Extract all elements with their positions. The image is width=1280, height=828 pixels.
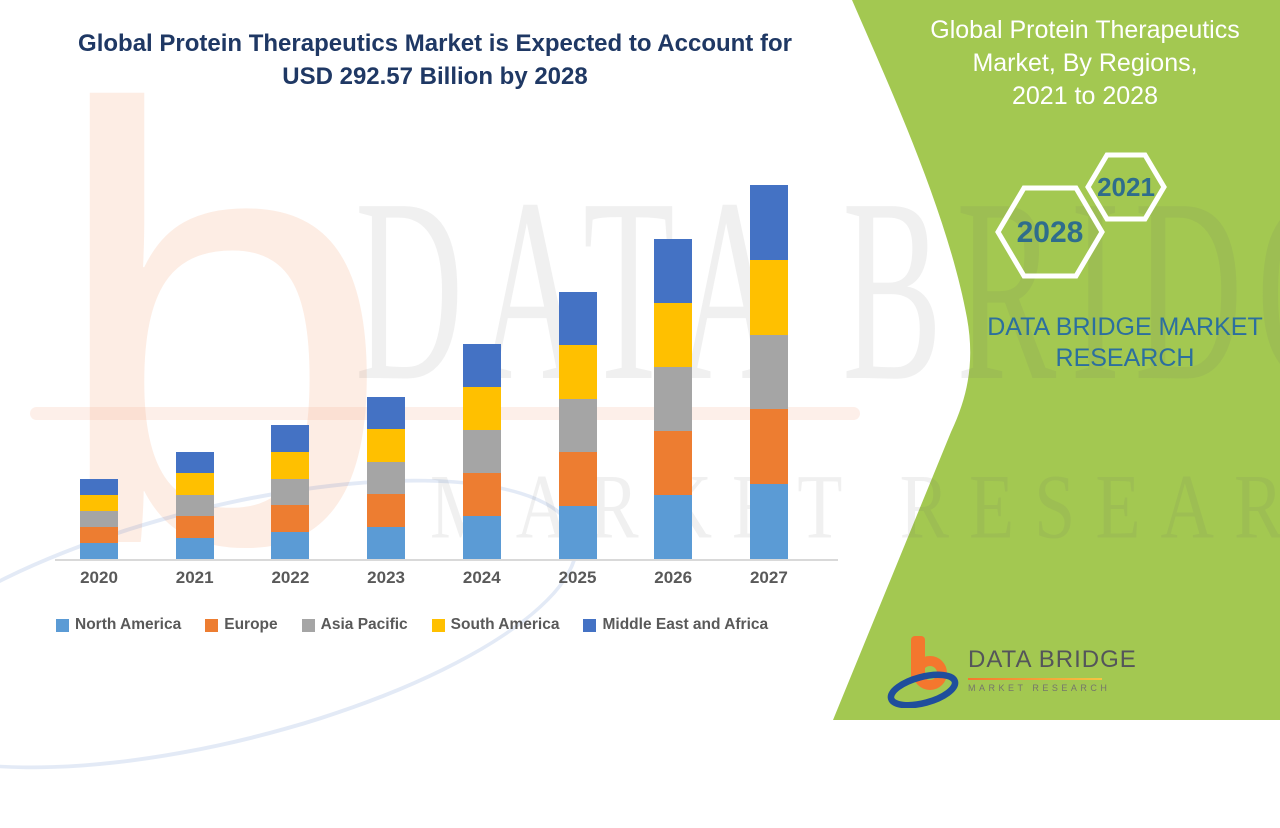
x-axis-labels: 2020 2021 2022 2023 2024 2025 2026 2027 [0, 568, 870, 598]
bar-2020 [80, 479, 118, 559]
bar-2023 [367, 397, 406, 559]
sidebar-title-line1: Global Protein Therapeutics [930, 16, 1240, 44]
legend-item-asia-pacific: Asia Pacific [301, 616, 408, 634]
sidebar-title-line2: Market, By Regions, [972, 49, 1198, 77]
bar-segment [749, 259, 788, 335]
bar-segment [80, 527, 118, 543]
bar-2026 [654, 239, 693, 559]
bar-segment [558, 345, 597, 399]
sidebar-title-line3: 2021 to 2028 [1012, 82, 1158, 110]
bar-segment [80, 543, 118, 559]
hexagon-2028 [995, 185, 1105, 279]
footer-logo-sub: MARKET RESEARCH [968, 682, 1111, 693]
bar-segment [462, 430, 501, 473]
x-axis-label: 2020 [80, 568, 118, 587]
bar-segment [80, 479, 118, 495]
legend-item-north-america: North America [56, 616, 181, 634]
x-axis-label: 2025 [558, 568, 597, 587]
bar-segment [654, 239, 693, 303]
legend: North America Europe Asia Pacific South … [56, 616, 768, 634]
data-bridge-logo-icon [887, 636, 959, 708]
bar-segment [558, 452, 597, 506]
bar-2027 [749, 185, 788, 559]
legend-item-europe: Europe [205, 616, 278, 634]
legend-label: Europe [224, 616, 278, 633]
bar-segment [175, 452, 214, 474]
x-axis-label: 2021 [175, 568, 214, 587]
sidebar-brand-line1: DATA BRIDGE MARKET [987, 313, 1263, 341]
bar-segment [749, 409, 788, 485]
plot-area [80, 185, 788, 559]
bar-2025 [558, 292, 597, 559]
year-hexagons: 2028 2021 [995, 152, 1167, 279]
bar-segment [175, 516, 214, 538]
x-axis-label: 2024 [462, 568, 501, 587]
sidebar-title: Global Protein Therapeutics Market, By R… [890, 14, 1280, 113]
footer-logo-rule [968, 677, 1102, 680]
bar-segment [367, 429, 406, 462]
bar-segment [175, 494, 214, 517]
legend-swatch-europe [205, 618, 219, 632]
bar-segment [749, 484, 788, 559]
sidebar-brand-text: DATA BRIDGE MARKET RESEARCH [930, 312, 1280, 374]
bar-2021 [175, 452, 214, 559]
bar-segment [175, 473, 214, 495]
green-panel [833, 0, 1280, 720]
x-axis-label: 2022 [271, 568, 310, 587]
green-panel-shape [833, 0, 1280, 720]
legend-item-south-america: South America [431, 616, 560, 634]
bar-2024 [462, 344, 501, 559]
bar-segment [462, 516, 501, 559]
hexagon-2021 [1085, 152, 1167, 222]
bar-segment [271, 505, 310, 533]
chart-title-line1: Global Protein Therapeutics Market is Ex… [78, 30, 792, 57]
bar-segment [367, 526, 406, 559]
legend-swatch-asia-pacific [301, 618, 315, 632]
bar-segment [367, 494, 406, 527]
bar-segment [654, 431, 693, 495]
hexagon-2028-label: 2028 [1017, 216, 1084, 249]
legend-label: South America [450, 616, 560, 633]
bar-segment [271, 478, 310, 506]
bar-segment [558, 292, 597, 346]
bar-segment [271, 451, 310, 479]
bar-segment [558, 505, 597, 559]
legend-label: North America [75, 616, 182, 633]
legend-swatch-north-america [56, 618, 69, 632]
bar-segment [558, 398, 597, 453]
footer-logo: DATA BRIDGE MARKET RESEARCH [885, 630, 1137, 708]
bar-segment [462, 473, 501, 516]
legend-label: Asia Pacific [320, 616, 408, 633]
bar-2022 [271, 425, 310, 559]
bar-segment [749, 185, 788, 260]
chart-title: Global Protein Therapeutics Market is Ex… [15, 27, 855, 93]
bar-segment [80, 495, 118, 511]
bar-segment [271, 425, 310, 452]
bar-segment [654, 495, 693, 559]
bar-segment [367, 461, 406, 495]
bar-segment [749, 334, 788, 410]
bar-segment [462, 344, 501, 387]
legend-label: Middle East and Africa [602, 616, 769, 633]
bar-segment [367, 397, 406, 430]
bar-segment [654, 303, 693, 367]
bar-segment [271, 532, 310, 559]
x-axis-line [55, 559, 838, 561]
sidebar-brand-line2: RESEARCH [1055, 344, 1195, 372]
bar-segment [175, 537, 214, 559]
legend-item-middle-east-africa: Middle East and Africa [583, 616, 768, 634]
footer-logo-text: DATA BRIDGE MARKET RESEARCH [968, 646, 1137, 693]
chart-title-line2: USD 292.57 Billion by 2028 [282, 63, 588, 90]
x-axis-label: 2026 [654, 568, 693, 587]
x-axis-label: 2023 [367, 568, 405, 587]
legend-swatch-middle-east-africa [583, 618, 597, 632]
x-axis-label: 2027 [749, 568, 788, 587]
bar-segment [80, 511, 118, 527]
footer-logo-brand: DATA BRIDGE [968, 645, 1137, 673]
hexagon-2021-label: 2021 [1097, 172, 1155, 202]
bar-segment [462, 387, 501, 430]
bar-segment [654, 367, 693, 431]
legend-swatch-south-america [431, 618, 445, 632]
